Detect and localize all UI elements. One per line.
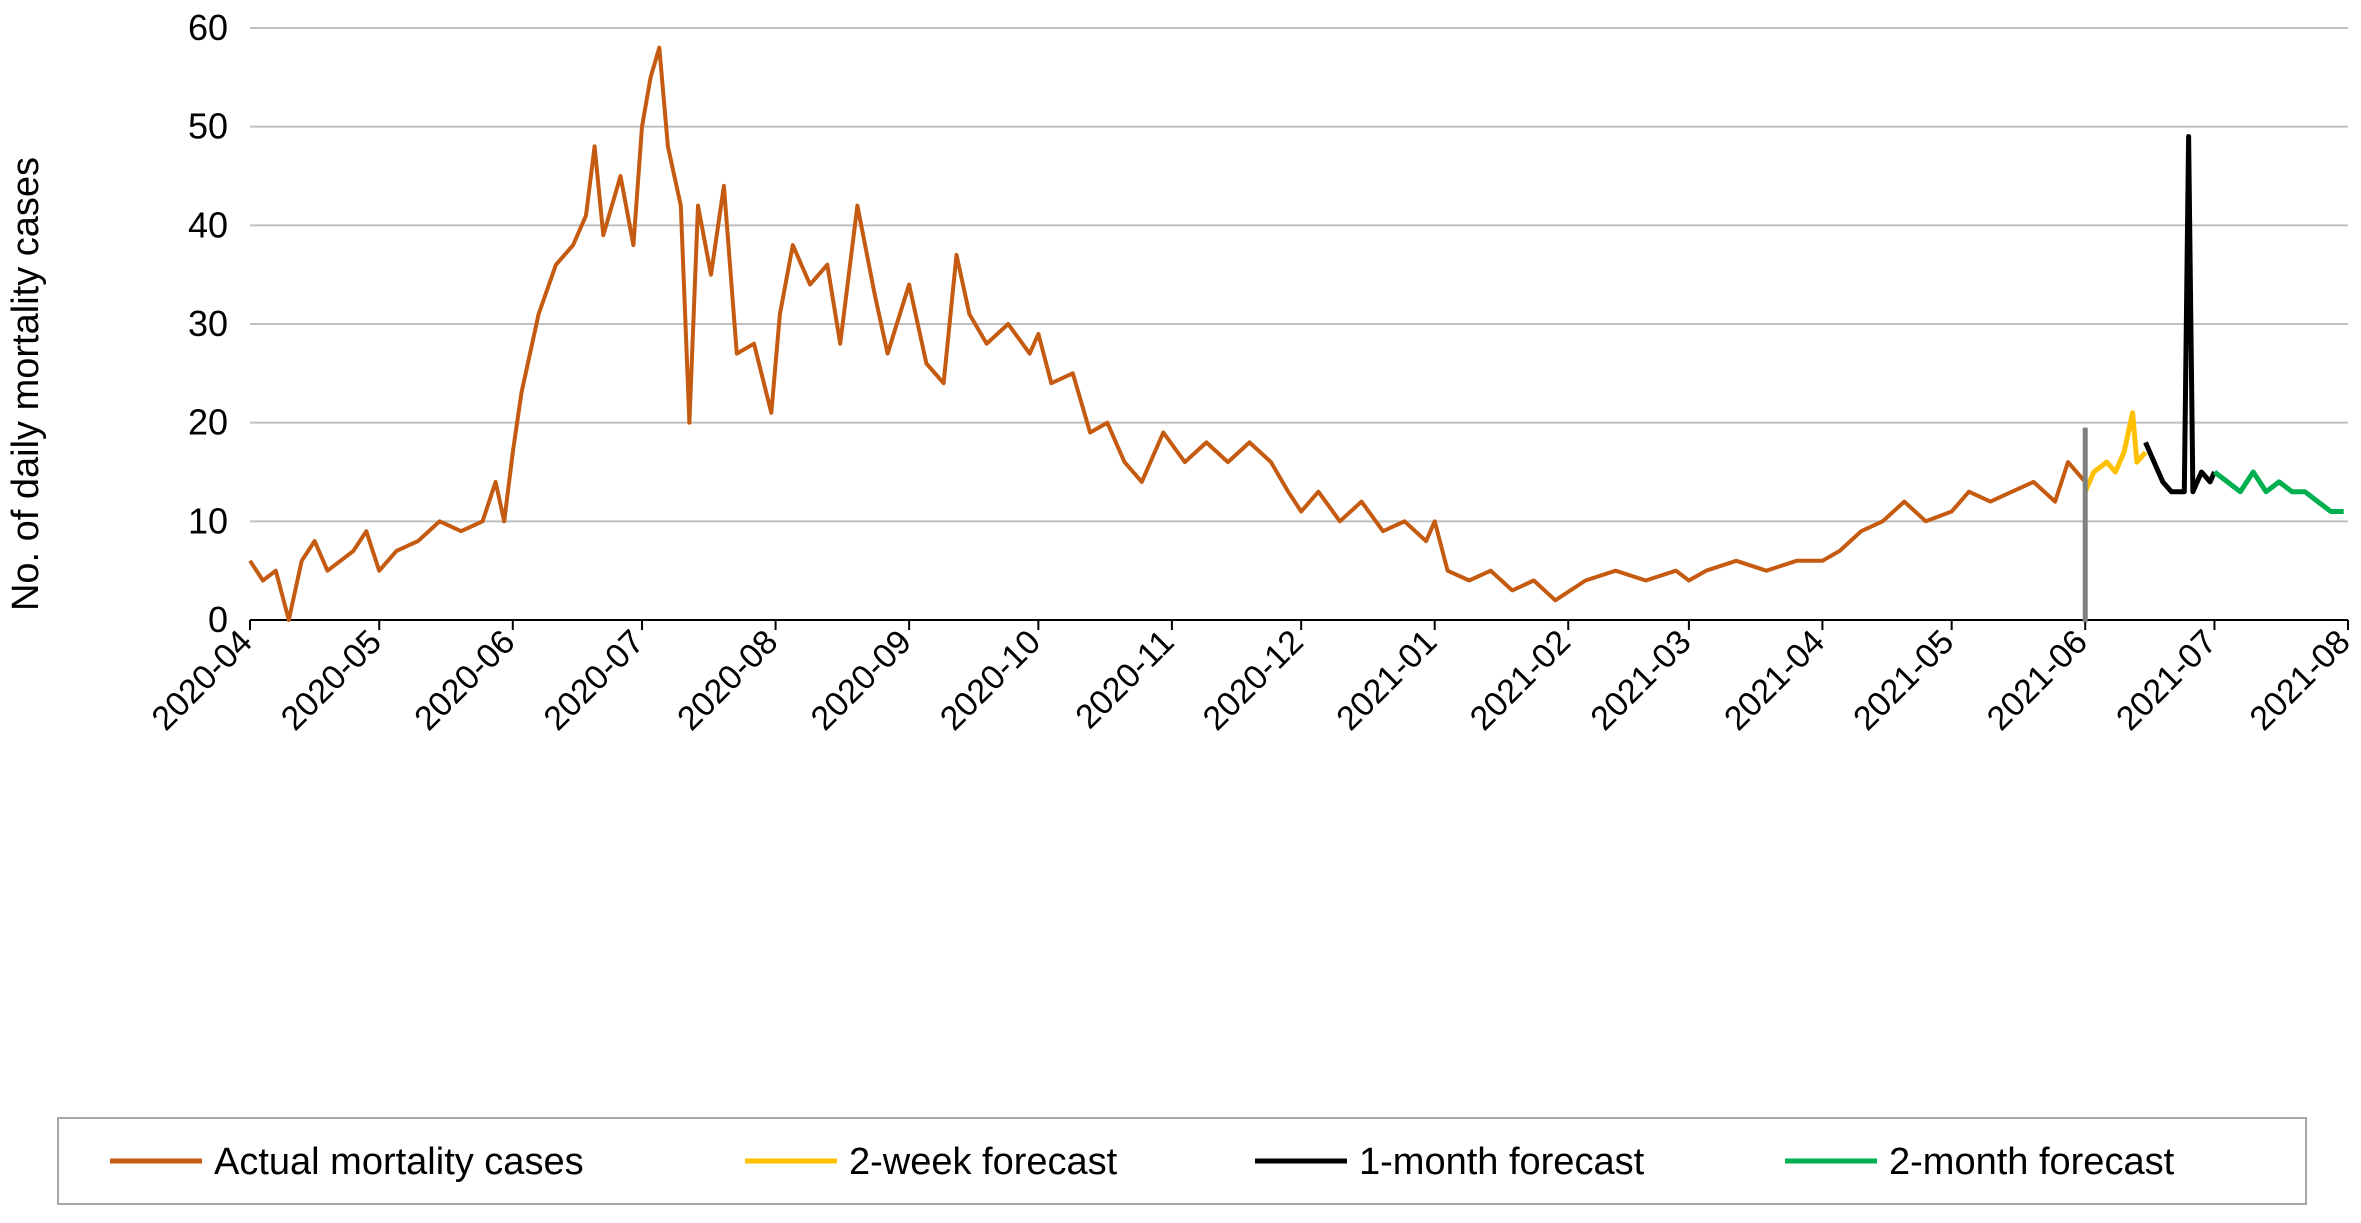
x-tick-label: 2020-05: [274, 623, 389, 738]
legend-label: 2-month forecast: [1889, 1141, 2175, 1183]
x-tick-label: 2020-12: [1196, 623, 1311, 738]
y-tick-label: 10: [188, 500, 228, 541]
x-tick-label: 2020-11: [1068, 623, 1181, 736]
legend: Actual mortality cases 2-week forecast 1-m…: [57, 1117, 2307, 1205]
legend-label: Actual mortality cases: [214, 1141, 584, 1183]
x-tick-label: 2020-10: [933, 623, 1048, 738]
x-tick-label: 2021-08: [2243, 623, 2358, 738]
x-tick-label: 2020-08: [670, 623, 785, 738]
x-tick-label: 2021-04: [1717, 623, 1832, 738]
y-tick-label: 50: [188, 106, 228, 147]
y-tick-label: 20: [188, 402, 228, 443]
x-tick-label: 2020-06: [407, 623, 522, 738]
y-axis-label: No. of daily mortality cases: [5, 157, 47, 611]
legend-label: 2-week forecast: [849, 1141, 1118, 1183]
x-axis-ticks: 2020-04 2020-05 2020-06 2020-07 2020-08 2020-…: [145, 620, 2358, 738]
series-lines: [248, 45, 2344, 622]
y-axis-ticks: 0 10 20 30 40 50 60: [188, 7, 228, 640]
x-tick-label: 2021-07: [2109, 623, 2224, 738]
x-tick-label: 2020-09: [804, 623, 919, 738]
series-line-actual-mortality-cases: [248, 45, 2087, 622]
x-tick-label: 2021-02: [1463, 623, 1578, 738]
x-tick-label: 2020-07: [537, 623, 652, 738]
y-tick-label: 60: [188, 7, 228, 48]
gridlines: [250, 27, 2348, 621]
series-line-1-month-forecast: [2143, 134, 2217, 495]
legend-label: 1-month forecast: [1359, 1141, 1645, 1183]
y-tick-label: 30: [188, 303, 228, 344]
series-line-2-month-forecast: [2212, 469, 2344, 514]
y-tick-label: 0: [208, 599, 228, 640]
y-tick-label: 40: [188, 204, 228, 245]
x-tick-label: 2021-03: [1583, 623, 1698, 738]
x-tick-label: 2021-05: [1846, 623, 1961, 738]
x-tick-label: 2021-01: [1329, 623, 1444, 738]
x-tick-label: 2021-06: [1980, 623, 2095, 738]
legend-box: [57, 1117, 2307, 1205]
series-line-2-week-forecast: [2082, 410, 2148, 493]
x-tick-label: 2020-04: [145, 623, 260, 738]
legend-items: Actual mortality cases 2-week forecast 1-m…: [110, 1141, 2175, 1183]
